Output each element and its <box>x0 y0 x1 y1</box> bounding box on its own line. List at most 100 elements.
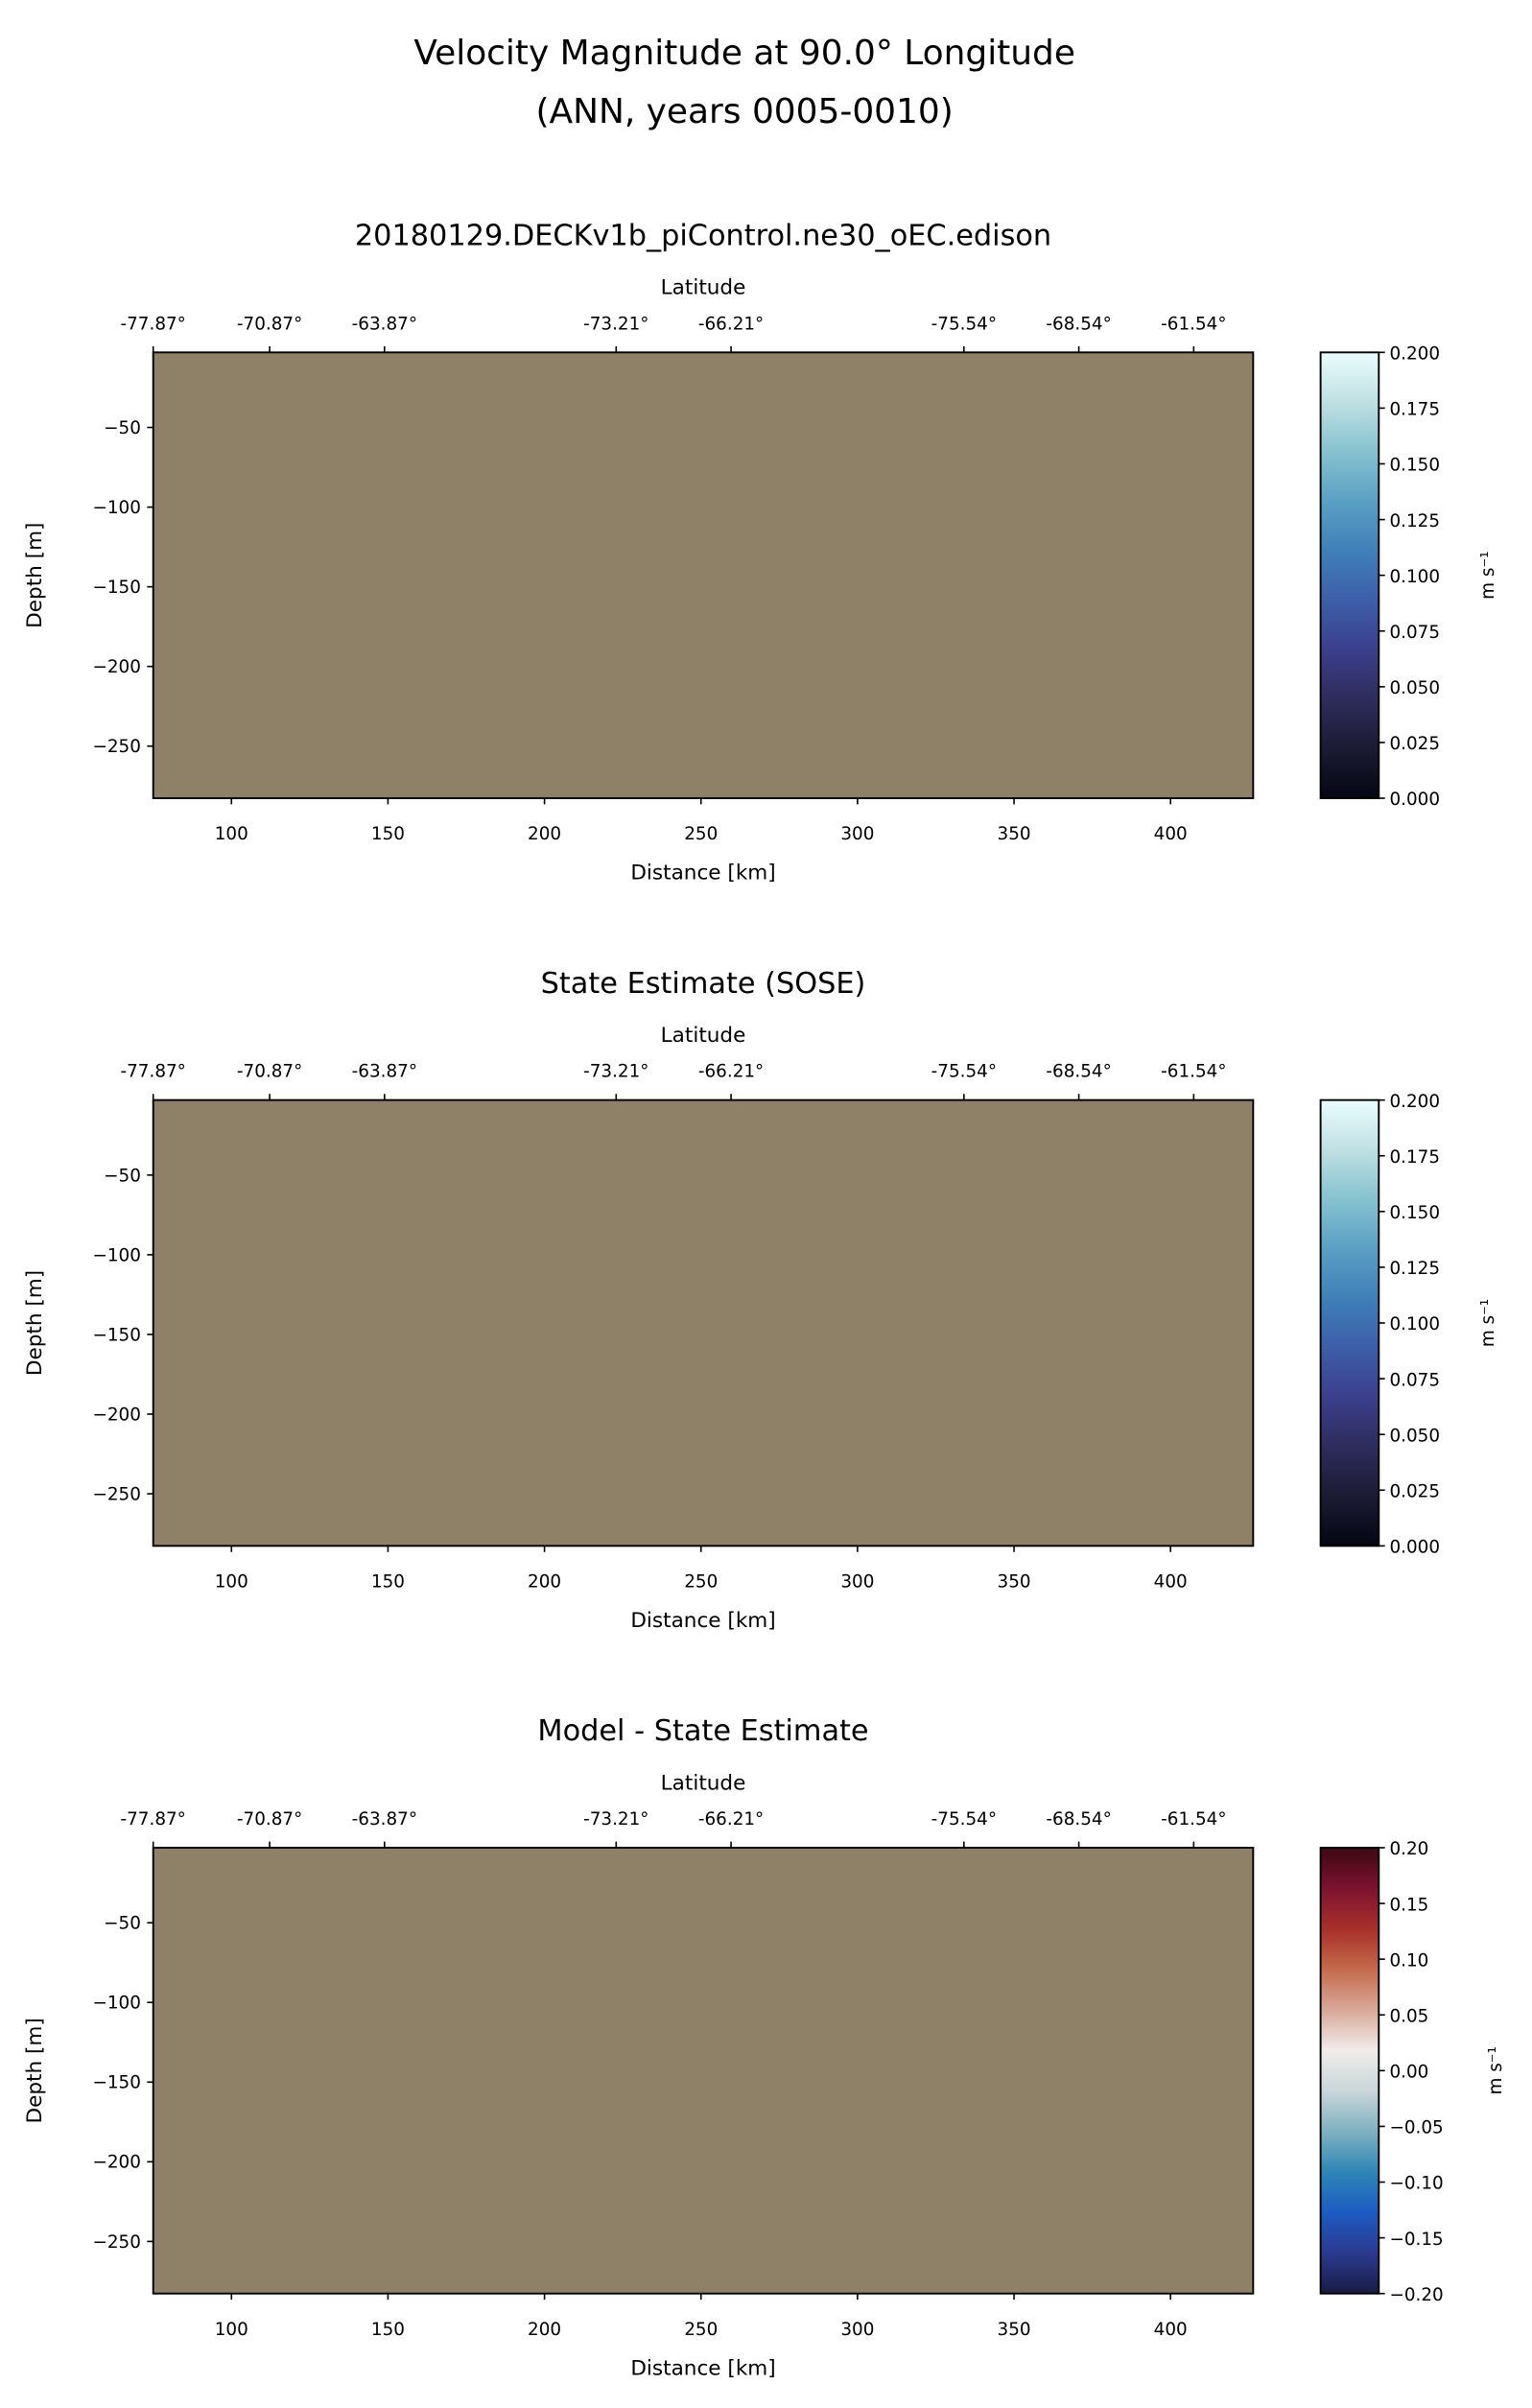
x-axis-label: Distance [km] <box>630 1609 775 1633</box>
colorbar-tick-label: −0.15 <box>1389 2230 1443 2250</box>
colorbar-label: m s⁻¹ <box>1478 552 1498 600</box>
colorbar-tick-label: −0.05 <box>1389 2118 1443 2138</box>
colorbar <box>1319 351 1380 799</box>
x-tick-label: 250 <box>684 2320 718 2340</box>
x-tick-label: 350 <box>998 1571 1031 1592</box>
x-tick-label: 300 <box>840 2320 874 2340</box>
colorbar-tick-label: 0.20 <box>1389 1839 1428 1859</box>
colorbar-tick-label: 0.150 <box>1389 456 1440 476</box>
y-tick-label: −50 <box>104 418 141 438</box>
colorbar-tick-label: 0.050 <box>1389 1426 1440 1446</box>
axes-frame <box>152 1847 1255 2295</box>
x-tick-label: 200 <box>528 1571 561 1592</box>
y-tick-label: −150 <box>92 578 140 598</box>
plot-area-fill <box>153 1847 1254 2294</box>
x-tick-label: 350 <box>998 2320 1031 2340</box>
colorbar-label: m s⁻¹ <box>1486 2046 1506 2094</box>
panel-2: State Estimate (SOSE) Latitude -77.87° -70.… <box>23 967 1498 1633</box>
top-tick-label: -73.21° <box>583 1062 648 1082</box>
x-tick-label: 100 <box>215 824 248 844</box>
x-axis-label: Distance [km] <box>630 862 775 885</box>
y-tick-label: −150 <box>92 1325 140 1345</box>
colorbar-tick-label: 0.200 <box>1389 343 1440 364</box>
panel-3: Model - State Estimate Latitude -77.87° -70… <box>23 1714 1506 2380</box>
colorbar-tick-label: 0.025 <box>1389 1481 1440 1501</box>
x-tick-label: 400 <box>1154 824 1188 844</box>
colorbar-tick-label: 0.000 <box>1389 1538 1440 1558</box>
y-tick-label: −200 <box>92 657 140 677</box>
colorbar-tick-label: 0.050 <box>1389 678 1440 698</box>
colorbar-tick-label: 0.10 <box>1389 1950 1428 1971</box>
y-tick-label: −100 <box>92 1994 140 2014</box>
top-tick-label: -61.54° <box>1161 314 1226 334</box>
x-tick-label: 150 <box>371 2320 405 2340</box>
panel-title: Model - State Estimate <box>537 1714 868 1748</box>
plot-area-fill <box>153 1099 1254 1546</box>
colorbar-tick-label: 0.100 <box>1389 567 1440 587</box>
x-tick-label: 100 <box>215 1571 248 1592</box>
top-axis-label: Latitude <box>661 1771 746 1795</box>
x-tick-label: 100 <box>215 2320 248 2340</box>
y-tick-label: −250 <box>92 2232 140 2253</box>
x-tick-label: 200 <box>528 2320 561 2340</box>
colorbar-tick-label: −0.20 <box>1389 2285 1443 2305</box>
top-tick-label: -66.21° <box>698 314 764 334</box>
colorbar <box>1319 1098 1380 1547</box>
top-tick-label: -73.21° <box>583 314 648 334</box>
top-tick-label: -75.54° <box>931 314 997 334</box>
top-tick-label: -70.87° <box>237 1062 302 1082</box>
top-tick-label: -63.87° <box>352 1809 417 1830</box>
colorbar-tick-label: 0.175 <box>1389 1147 1440 1168</box>
colorbar-tick-label: 0.125 <box>1389 511 1440 531</box>
top-tick-label: -77.87° <box>121 1809 186 1830</box>
top-tick-label: -68.54° <box>1046 1062 1111 1082</box>
y-axis-label: Depth [m] <box>23 2018 47 2123</box>
top-tick-label: -61.54° <box>1161 1809 1226 1830</box>
x-tick-label: 150 <box>371 824 405 844</box>
panel-title: 20180129.DECKv1b_piControl.ne30_oEC.edis… <box>355 220 1051 253</box>
top-tick-label: -75.54° <box>931 1062 997 1082</box>
top-axis-label: Latitude <box>661 276 746 300</box>
top-tick-label: -61.54° <box>1161 1062 1226 1082</box>
top-tick-label: -70.87° <box>237 314 302 334</box>
top-tick-label: -77.87° <box>121 1062 186 1082</box>
y-tick-label: −50 <box>104 1166 141 1186</box>
top-tick-label: -73.21° <box>583 1809 648 1830</box>
colorbar <box>1319 1847 1380 2295</box>
y-axis-label: Depth [m] <box>23 1270 47 1376</box>
y-tick-label: −100 <box>92 1245 140 1265</box>
colorbar-tick-label: 0.05 <box>1389 2006 1428 2026</box>
colorbar-tick-label: 0.200 <box>1389 1092 1440 1112</box>
colorbar-tick-label: 0.100 <box>1389 1314 1440 1334</box>
colorbar-tick-label: 0.075 <box>1389 1370 1440 1390</box>
top-tick-label: -63.87° <box>352 1062 417 1082</box>
y-tick-label: −250 <box>92 737 140 757</box>
panel-1: 20180129.DECKv1b_piControl.ne30_oEC.edis… <box>23 220 1498 885</box>
top-tick-label: -70.87° <box>237 1809 302 1830</box>
y-axis-label: Depth [m] <box>23 523 47 628</box>
top-tick-label: -66.21° <box>698 1809 764 1830</box>
y-tick-label: −200 <box>92 1405 140 1425</box>
colorbar-tick-label: 0.150 <box>1389 1203 1440 1223</box>
suptitle-line-1: Velocity Magnitude at 90.0° Longitude <box>413 34 1075 73</box>
top-tick-label: -75.54° <box>931 1809 997 1830</box>
y-tick-label: −100 <box>92 498 140 518</box>
colorbar-tick-label: 0.00 <box>1389 2063 1428 2083</box>
colorbar-tick-label: 0.075 <box>1389 623 1440 643</box>
plot-area-fill <box>153 352 1254 799</box>
x-axis-label: Distance [km] <box>630 2356 775 2380</box>
y-tick-label: −200 <box>92 2153 140 2173</box>
suptitle-line-2: (ANN, years 0005-0010) <box>536 92 954 131</box>
top-tick-label: -68.54° <box>1046 1809 1111 1830</box>
x-tick-label: 250 <box>684 1571 718 1592</box>
colorbar-tick-label: 0.000 <box>1389 790 1440 810</box>
y-tick-label: −150 <box>92 2073 140 2093</box>
panel-title: State Estimate (SOSE) <box>541 967 866 1001</box>
axes-frame <box>152 351 1255 799</box>
colorbar-tick-label: 0.15 <box>1389 1895 1428 1915</box>
colorbar-label: m s⁻¹ <box>1478 1299 1498 1347</box>
y-tick-label: −50 <box>104 1914 141 1934</box>
top-tick-label: -68.54° <box>1046 314 1111 334</box>
top-tick-label: -63.87° <box>352 314 417 334</box>
